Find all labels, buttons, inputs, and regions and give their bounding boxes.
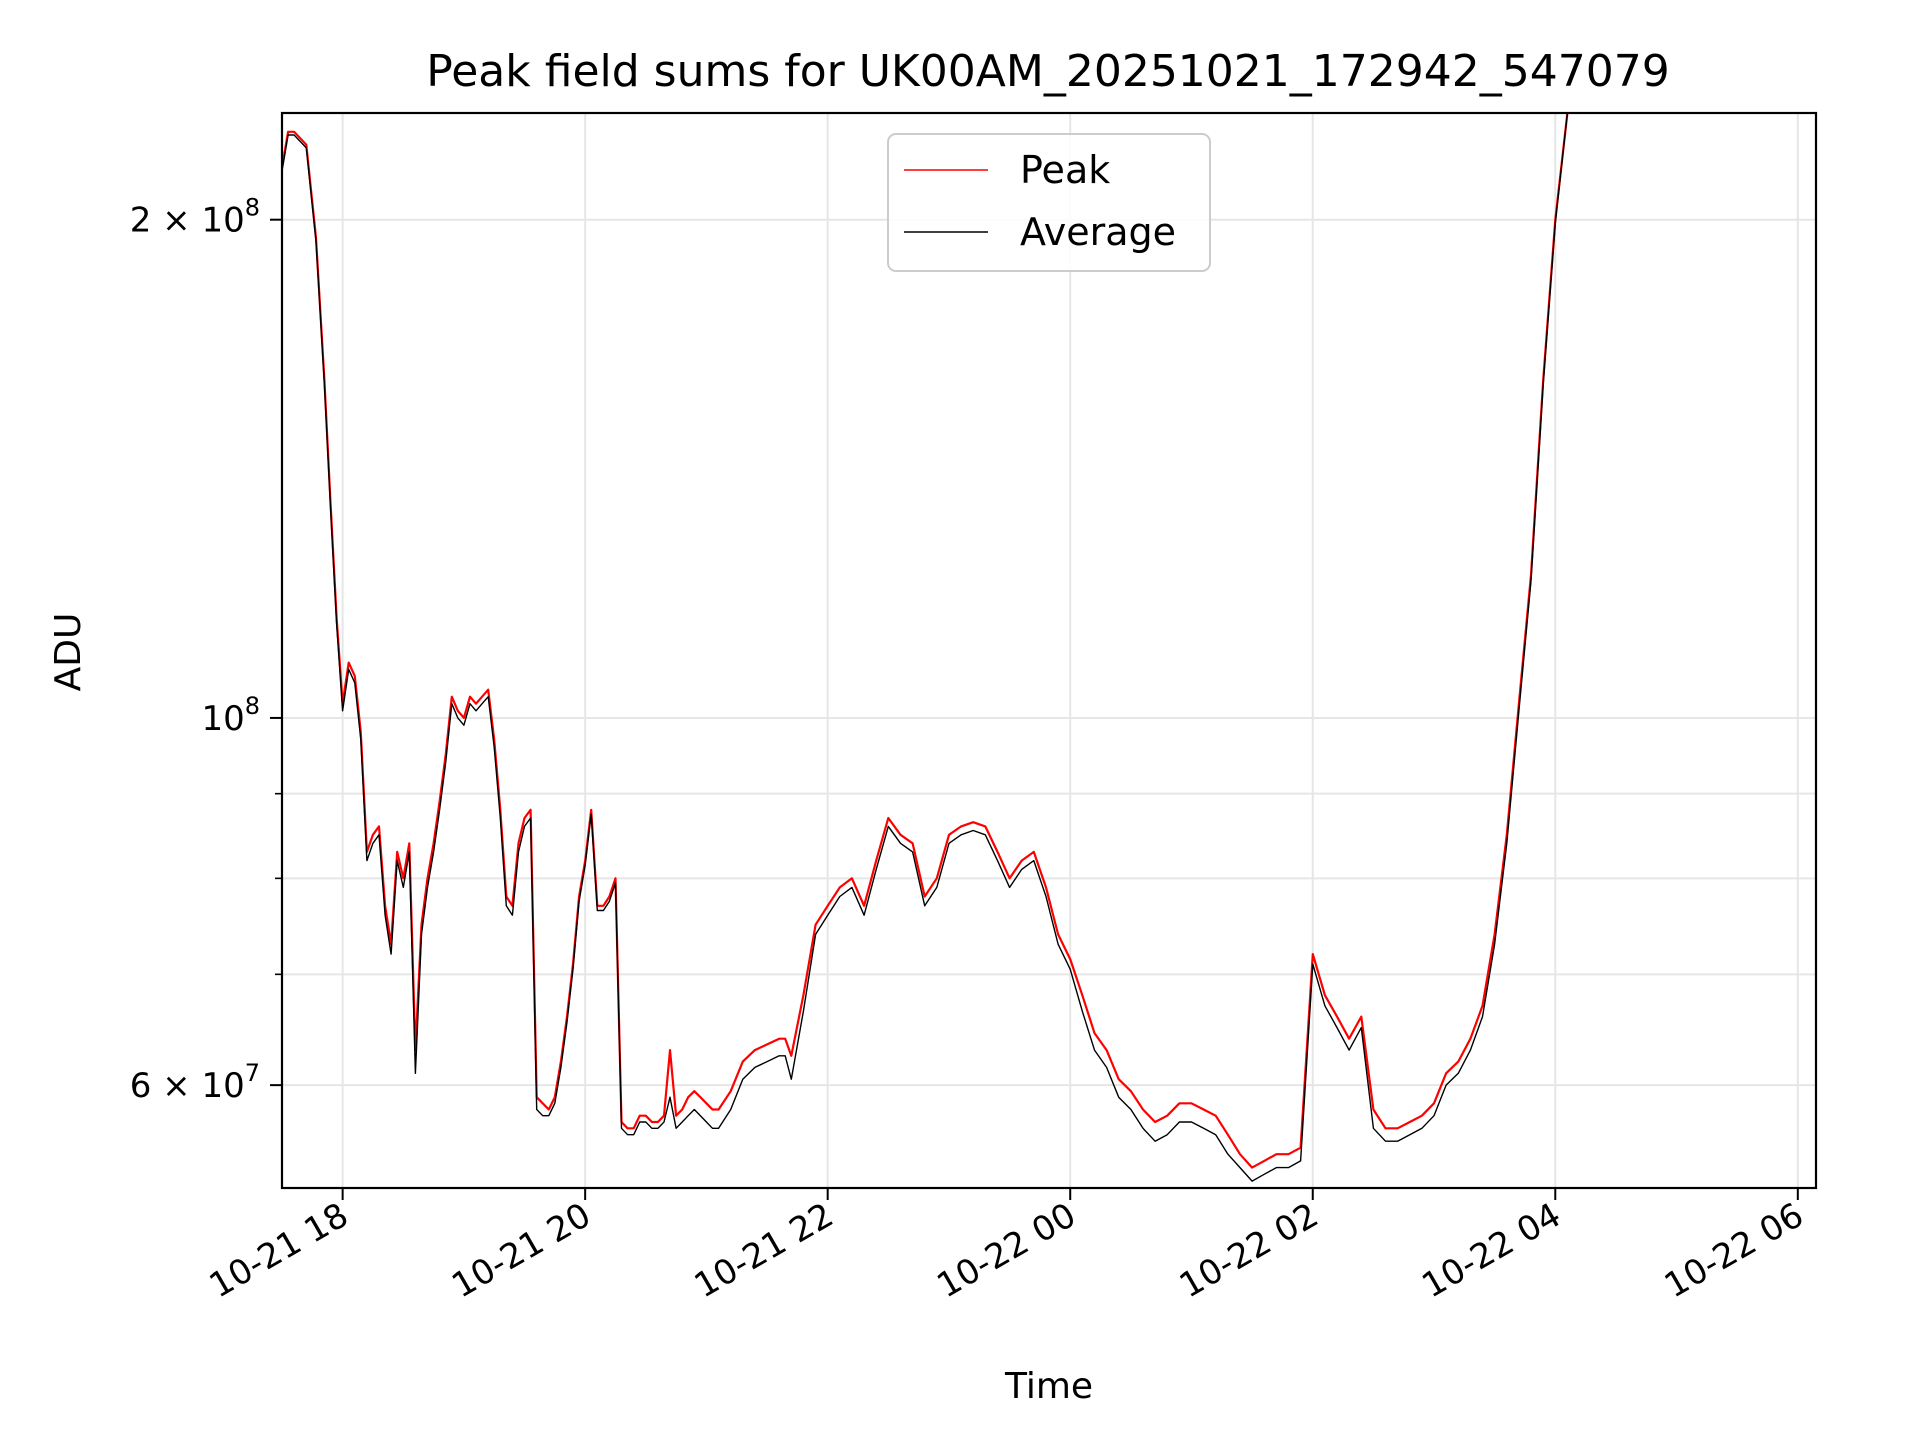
legend-peak-label: Peak <box>1020 148 1110 192</box>
series-line-peak <box>280 112 1569 1169</box>
x-axis-label: Time <box>1004 1366 1093 1407</box>
legend: Peak Average <box>887 133 1211 272</box>
y-axis-label: ADU <box>48 613 89 692</box>
series-group <box>280 112 1569 1182</box>
chart-title: Peak field sums for UK00AM_20251021_1729… <box>426 46 1669 97</box>
series-line-average <box>281 112 1569 1182</box>
y-tick-label: 6 × 107 <box>130 1059 260 1106</box>
y-tick-label: 2 × 108 <box>130 194 260 241</box>
legend-box <box>887 133 1211 272</box>
plot-frame <box>280 111 1818 1190</box>
legend-average-label: Average <box>1020 210 1176 254</box>
